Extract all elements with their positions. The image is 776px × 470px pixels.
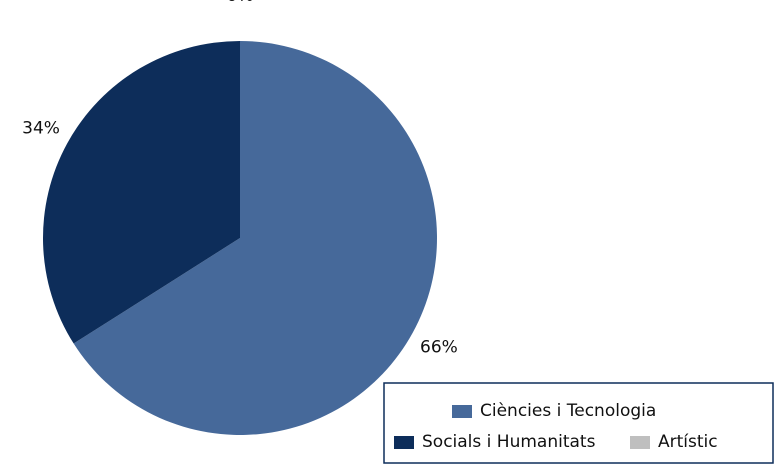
- legend-label: Ciències i Tecnologia: [480, 401, 656, 421]
- legend-swatch: [394, 436, 414, 449]
- pie-slice: [42, 40, 241, 344]
- legend-label: Socials i Humanitats: [422, 432, 596, 452]
- legend-label: Artístic: [658, 432, 718, 452]
- data-label: 0%: [227, 0, 254, 6]
- legend-swatch: [630, 436, 650, 449]
- data-label: 34%: [22, 119, 60, 139]
- legend-swatch: [452, 405, 472, 418]
- pie-slice: [73, 41, 437, 435]
- legend-box: [383, 382, 774, 464]
- data-label: 66%: [420, 337, 458, 357]
